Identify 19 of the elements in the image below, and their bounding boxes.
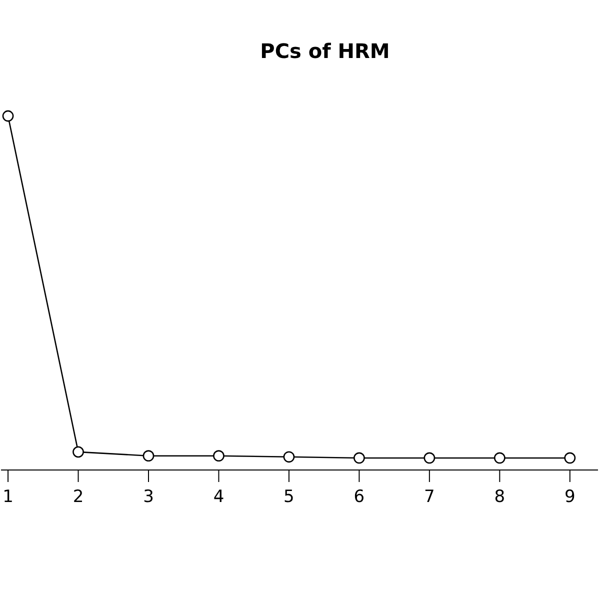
point xyxy=(72,446,84,458)
x-tick-label: 2 xyxy=(72,487,84,508)
chart-title: PCs of HRM xyxy=(260,39,390,63)
point xyxy=(142,450,154,462)
point xyxy=(213,450,224,462)
x-tick-label: 6 xyxy=(354,487,365,508)
x-tick-label: 3 xyxy=(143,487,154,508)
point xyxy=(2,110,14,122)
point xyxy=(283,451,295,463)
x-tick-label: 5 xyxy=(284,487,294,508)
x-tick-label: 4 xyxy=(213,487,224,508)
point xyxy=(354,452,365,464)
x-tick-label: 7 xyxy=(424,487,435,508)
point xyxy=(494,452,506,464)
x-tick-label: 1 xyxy=(2,487,14,508)
point xyxy=(424,452,436,464)
x-tick-label: 9 xyxy=(564,487,576,508)
x-tick-label: 8 xyxy=(494,487,506,508)
point xyxy=(564,452,576,464)
